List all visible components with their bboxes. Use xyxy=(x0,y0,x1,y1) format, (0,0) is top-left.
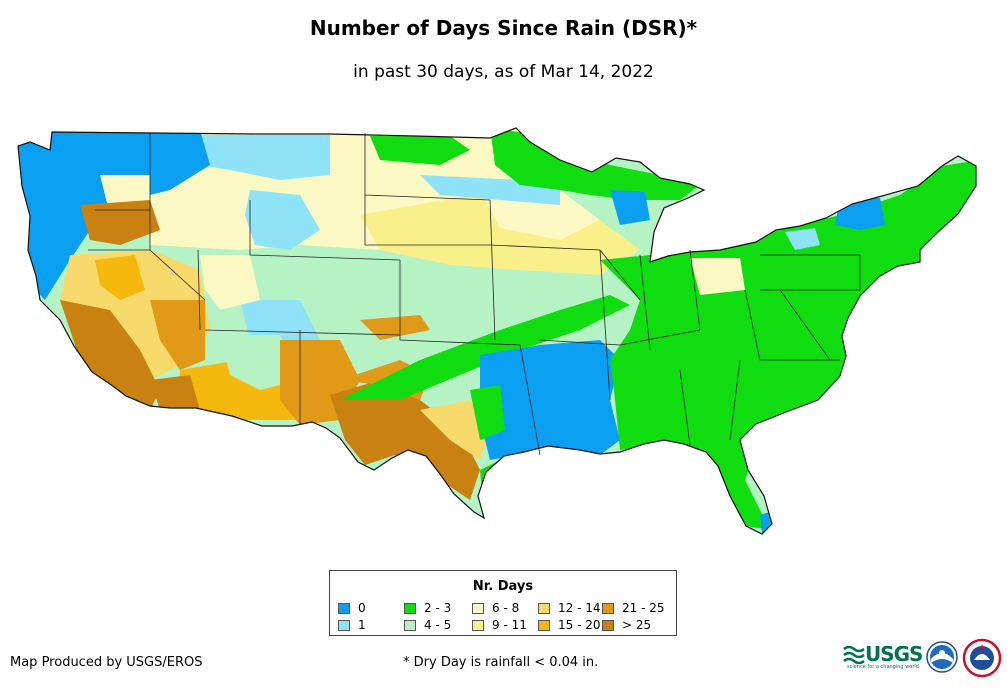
legend: Nr. Days 0 1 2 - 3 4 - 5 6 - 8 9 - 11 12… xyxy=(329,570,677,636)
legend-swatch xyxy=(404,619,416,631)
legend-swatch xyxy=(472,619,484,631)
state-boundaries xyxy=(88,133,861,456)
legend-swatch xyxy=(338,602,350,614)
credit-text: Map Produced by USGS/EROS xyxy=(10,655,203,670)
legend-label: 2 - 3 xyxy=(424,601,452,615)
us-dsr-map xyxy=(17,127,977,535)
legend-item: 6 - 8 xyxy=(472,601,519,615)
legend-swatch xyxy=(338,619,350,631)
legend-title: Nr. Days xyxy=(472,579,534,594)
legend-label: 4 - 5 xyxy=(424,618,452,632)
usgs-wave-icon xyxy=(843,645,865,664)
legend-item: > 25 xyxy=(602,618,651,632)
legend-swatch xyxy=(602,602,614,614)
dsr-regions xyxy=(18,128,976,534)
usgs-logo: USGS science for a changing world xyxy=(843,642,923,670)
legend-label: 12 - 14 xyxy=(558,601,601,615)
noaa-logo-icon xyxy=(926,641,958,673)
legend-label: 6 - 8 xyxy=(492,601,520,615)
usgs-wordmark: USGS xyxy=(865,642,923,666)
nws-logo-icon xyxy=(962,638,1002,678)
legend-item: 12 - 14 xyxy=(538,601,601,615)
legend-swatch xyxy=(538,602,550,614)
map-subtitle: in past 30 days, as of Mar 14, 2022 xyxy=(353,62,654,82)
legend-swatch xyxy=(404,602,416,614)
legend-swatch xyxy=(538,619,550,631)
legend-item: 21 - 25 xyxy=(602,601,665,615)
legend-label: > 25 xyxy=(622,618,652,632)
legend-label: 0 xyxy=(358,601,366,615)
legend-item: 0 xyxy=(338,601,366,615)
usgs-tagline: science for a changing world xyxy=(847,664,919,670)
legend-label: 21 - 25 xyxy=(622,601,665,615)
legend-item: 4 - 5 xyxy=(404,618,451,632)
legend-item: 9 - 11 xyxy=(472,618,527,632)
legend-label: 1 xyxy=(358,618,366,632)
legend-swatch xyxy=(472,602,484,614)
legend-label: 15 - 20 xyxy=(558,618,601,632)
legend-swatch xyxy=(602,619,614,631)
legend-item: 2 - 3 xyxy=(404,601,451,615)
footnote-text: * Dry Day is rainfall < 0.04 in. xyxy=(403,655,599,670)
legend-label: 9 - 11 xyxy=(492,618,527,632)
legend-item: 15 - 20 xyxy=(538,618,601,632)
legend-item: 1 xyxy=(338,618,366,632)
map-title: Number of Days Since Rain (DSR)* xyxy=(309,16,698,40)
